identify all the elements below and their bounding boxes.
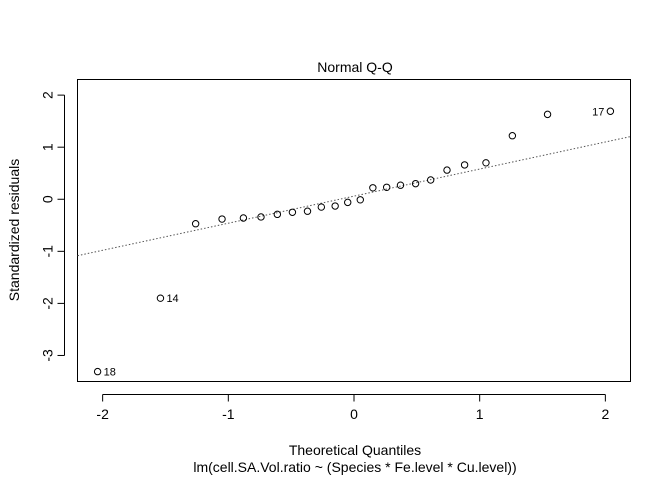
data-point	[257, 213, 265, 221]
y-axis-label: Standardized residuals	[6, 159, 22, 301]
point-labels-group: 18 14 17	[104, 106, 605, 378]
data-point	[606, 107, 615, 115]
point-label: 18	[104, 367, 116, 379]
data-point	[288, 208, 297, 216]
data-point	[369, 184, 377, 192]
data-point	[411, 179, 420, 188]
data-point	[239, 214, 248, 222]
reference-line-group	[77, 136, 631, 257]
plot-frame	[77, 79, 631, 382]
y-tick-label: 0	[40, 195, 56, 203]
x-tick-label: 2	[601, 406, 609, 422]
data-point	[508, 132, 517, 140]
chart-title: Normal Q-Q	[317, 59, 393, 75]
data-point	[426, 176, 435, 184]
point-label: 17	[592, 106, 604, 118]
y-tick-label: 2	[40, 91, 56, 99]
y-axis: -3 -2 -1 0 1 2	[40, 91, 65, 362]
y-tick-label: -2	[40, 297, 56, 310]
y-tick-label: 1	[40, 143, 56, 151]
points-group	[93, 107, 615, 376]
x-tick-label: -1	[222, 406, 235, 422]
y-tick-label: -3	[40, 349, 56, 362]
data-point	[460, 161, 469, 169]
y-tick-label: -1	[40, 245, 56, 258]
data-point	[356, 196, 364, 204]
data-point	[317, 203, 326, 211]
x-axis-label: Theoretical Quantiles	[289, 442, 421, 458]
x-tick-label: 1	[476, 406, 484, 422]
data-point	[156, 294, 165, 302]
data-point	[218, 215, 226, 223]
qq-reference-line	[77, 136, 631, 257]
data-point	[93, 367, 102, 376]
data-point	[396, 181, 405, 189]
data-point	[191, 220, 200, 228]
x-tick-label: 0	[350, 406, 358, 422]
data-point	[482, 159, 490, 167]
data-point	[273, 210, 282, 219]
data-point	[443, 166, 451, 174]
chart-subtitle: lm(cell.SA.Vol.ratio ~ (Species * Fe.lev…	[193, 459, 516, 475]
data-point	[344, 198, 352, 207]
data-point	[331, 202, 339, 210]
data-point	[543, 110, 552, 119]
x-tick-label: -2	[96, 406, 109, 422]
x-axis: -2 -1 0 1 2	[96, 394, 609, 422]
data-point	[303, 207, 312, 215]
point-label: 14	[166, 293, 178, 305]
data-point	[382, 183, 391, 191]
